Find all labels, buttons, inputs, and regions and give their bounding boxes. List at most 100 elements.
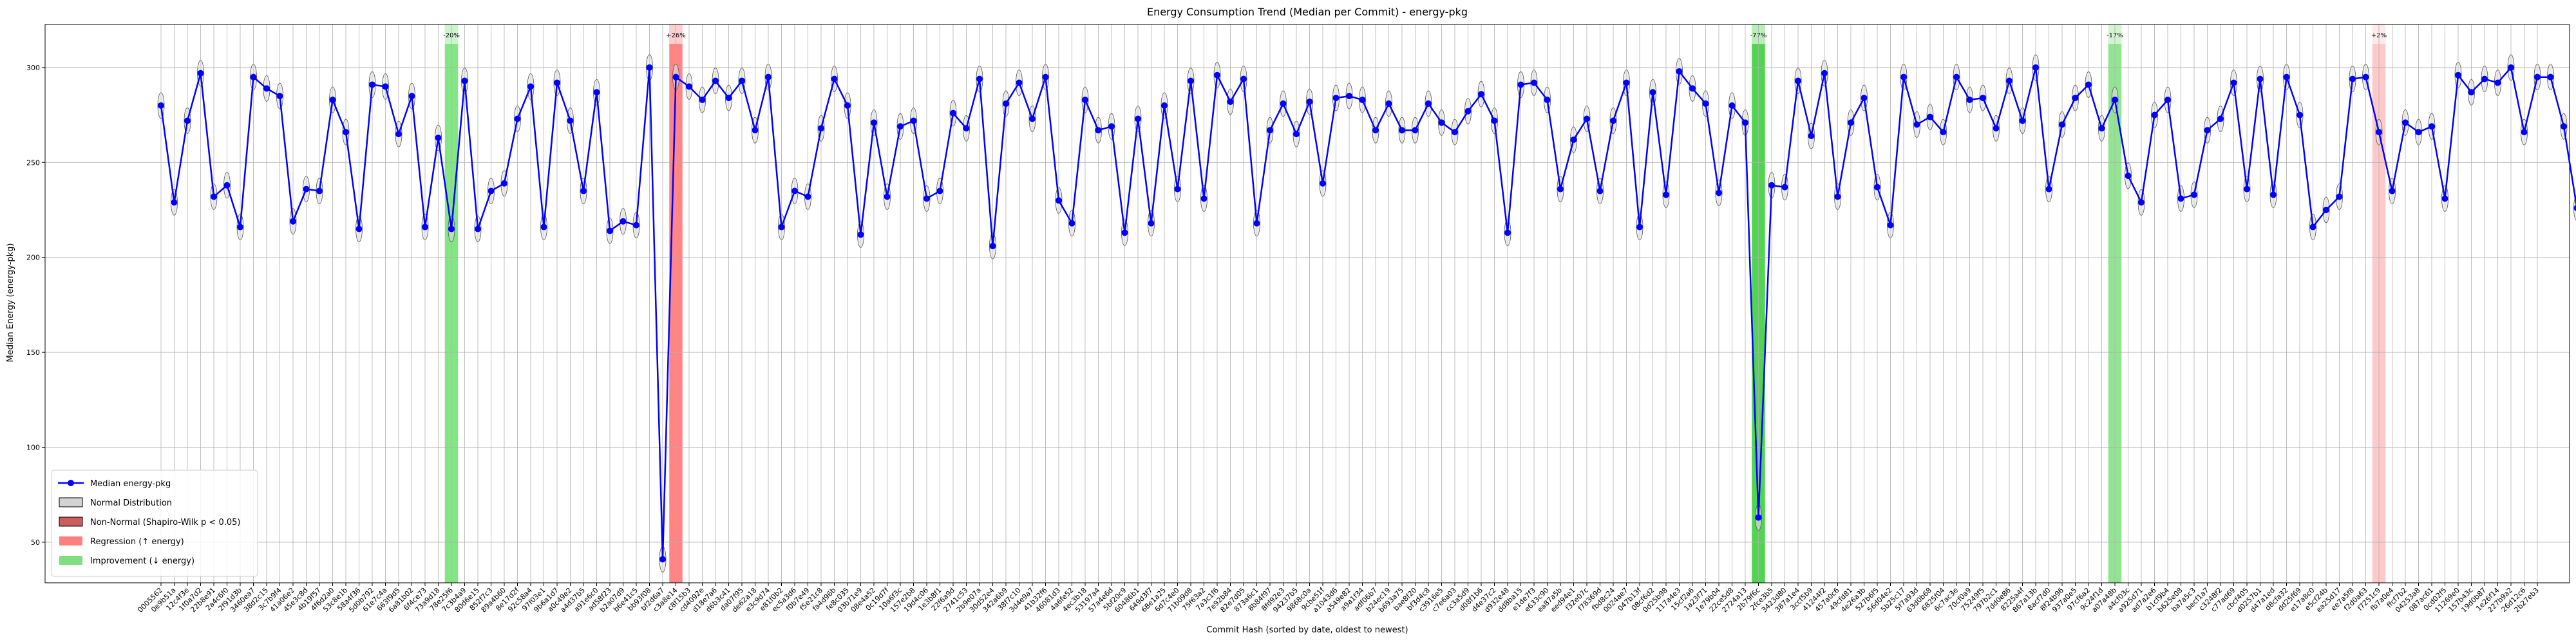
- plot-frame: [44, 24, 2570, 583]
- data-point: [1596, 187, 1604, 194]
- data-point: [2085, 81, 2092, 88]
- data-point: [343, 129, 349, 136]
- data-point: [2138, 199, 2145, 206]
- data-point: [1214, 71, 1220, 79]
- data-point: [1425, 100, 1432, 107]
- data-point: [1768, 182, 1775, 189]
- data-point: [501, 180, 507, 187]
- data-point: [989, 243, 996, 250]
- data-point: [580, 187, 587, 194]
- data-point: [2323, 207, 2329, 214]
- data-point: [2349, 75, 2356, 82]
- data-point: [2098, 125, 2105, 132]
- data-point: [2494, 79, 2501, 86]
- data-point: [1346, 93, 1352, 100]
- data-point: [448, 225, 455, 232]
- data-point: [1861, 95, 1868, 102]
- data-point: [1293, 131, 1300, 138]
- data-point: [633, 222, 639, 229]
- data-point: [369, 81, 375, 88]
- data-point: [1042, 73, 1049, 80]
- data-point: [382, 83, 389, 90]
- data-point: [1412, 127, 1419, 134]
- y-tick-label: 50: [31, 538, 40, 547]
- data-point: [1702, 100, 1709, 107]
- data-point: [171, 199, 178, 206]
- data-point: [818, 125, 824, 132]
- data-point: [2059, 121, 2065, 128]
- data-point: [2019, 117, 2026, 124]
- data-point: [620, 218, 627, 225]
- data-point: [2151, 111, 2158, 118]
- data-point: [1913, 121, 1920, 128]
- data-point: [1848, 119, 1854, 126]
- data-point: [871, 119, 877, 126]
- x-axis-label: Commit Hash (sorted by date, oldest to n…: [1206, 625, 1408, 635]
- data-point: [1874, 184, 1880, 191]
- legend-label: Improvement (↓ energy): [90, 556, 194, 566]
- data-point: [1504, 229, 1511, 236]
- y-tick-label: 100: [26, 444, 40, 452]
- data-point: [2230, 79, 2237, 86]
- data-point: [1927, 113, 1933, 120]
- data-point: [2547, 73, 2554, 80]
- data-point: [408, 93, 415, 100]
- data-point: [250, 73, 257, 80]
- data-point: [2573, 205, 2576, 211]
- data-point: [2177, 195, 2184, 202]
- data-point: [646, 64, 653, 71]
- data-point: [2006, 77, 2012, 84]
- y-tick-label: 150: [26, 348, 40, 357]
- legend-label: Regression (↑ energy): [90, 537, 184, 547]
- data-point: [211, 193, 217, 200]
- data-point: [1267, 127, 1273, 134]
- data-point: [1953, 73, 1960, 80]
- data-point: [1056, 197, 1062, 204]
- data-point: [2455, 71, 2461, 79]
- data-point: [1491, 117, 1498, 124]
- y-tick-label: 250: [26, 158, 40, 167]
- data-point: [593, 89, 600, 96]
- data-point: [2191, 191, 2197, 198]
- data-point: [184, 117, 191, 124]
- data-point: [355, 225, 363, 232]
- data-point: [1372, 127, 1379, 134]
- data-point: [2217, 115, 2224, 122]
- data-point: [936, 187, 943, 194]
- data-point: [1016, 79, 1023, 86]
- data-point: [1517, 81, 1524, 88]
- data-point: [1121, 229, 1128, 236]
- data-point: [1108, 123, 1115, 130]
- data-point: [1993, 125, 2000, 132]
- legend-box: [51, 469, 258, 577]
- data-point: [2309, 223, 2316, 231]
- data-point: [1399, 127, 1405, 134]
- chart-title: Energy Consumption Trend (Median per Com…: [1147, 6, 1468, 18]
- data-point: [475, 225, 481, 232]
- data-point: [2441, 195, 2448, 202]
- data-point: [422, 223, 428, 231]
- data-point: [2429, 123, 2435, 130]
- data-point: [1280, 100, 1287, 107]
- data-point: [2032, 64, 2039, 71]
- data-point: [1649, 89, 1656, 96]
- data-point: [1464, 108, 1472, 115]
- data-point: [2534, 73, 2541, 80]
- data-point: [1781, 184, 1788, 191]
- data-point: [2125, 172, 2132, 179]
- y-tick-label: 200: [26, 254, 40, 262]
- data-point: [527, 83, 534, 90]
- data-point: [2508, 64, 2514, 71]
- data-point: [1359, 97, 1366, 104]
- data-point: [1663, 191, 1669, 198]
- data-point: [1174, 185, 1181, 193]
- data-point: [488, 187, 495, 194]
- data-point: [765, 73, 772, 80]
- data-point: [1068, 220, 1075, 227]
- data-point: [1821, 70, 1828, 77]
- data-point: [699, 97, 706, 104]
- data-point: [1320, 180, 1326, 187]
- data-point: [1676, 68, 1683, 75]
- data-point: [2389, 187, 2396, 194]
